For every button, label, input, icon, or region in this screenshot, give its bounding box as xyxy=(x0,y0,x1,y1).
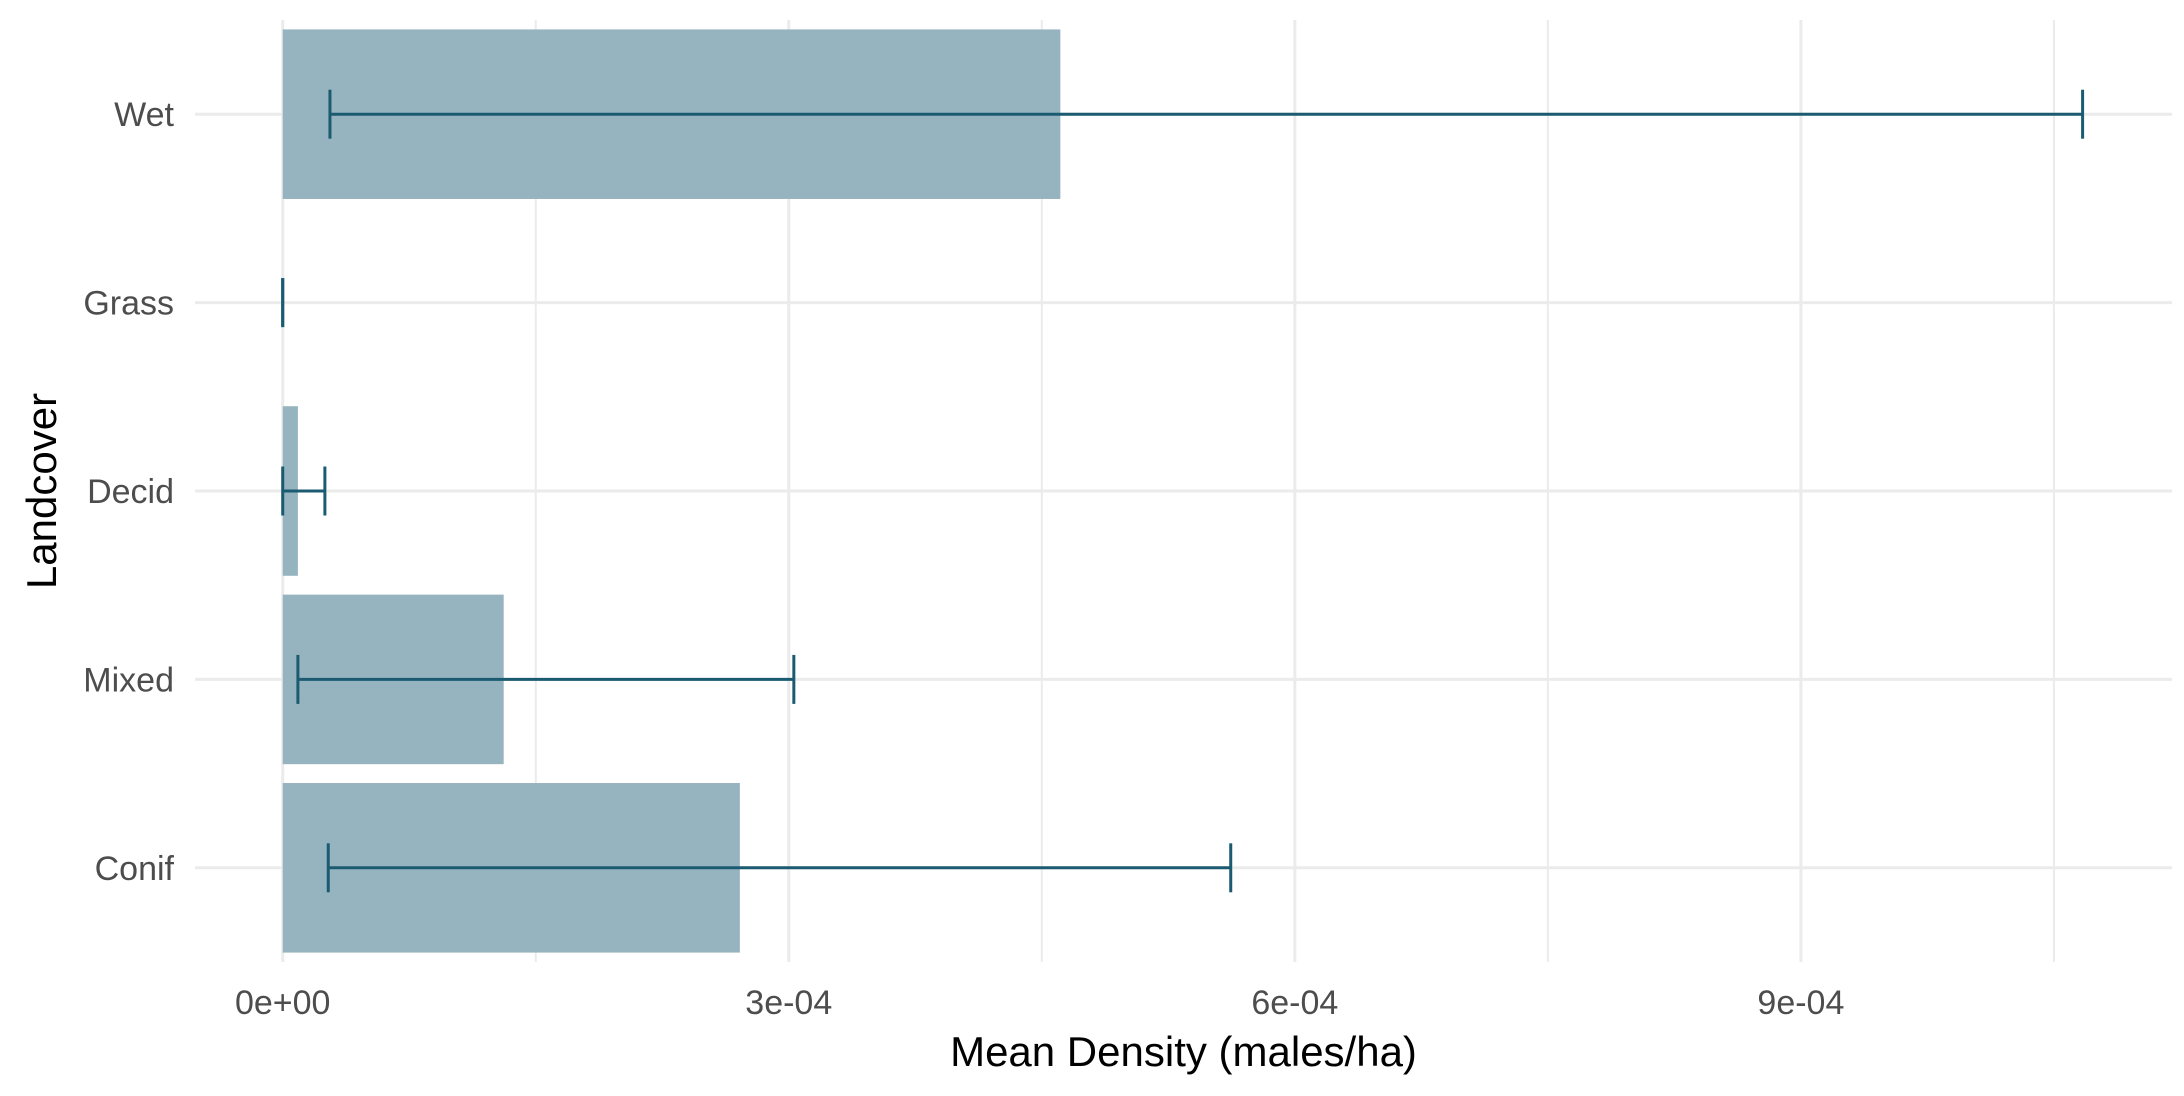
y-tick-label-grass: Grass xyxy=(83,285,174,323)
x-tick-label: 9e-04 xyxy=(1757,984,1844,1022)
x-tick-label: 3e-04 xyxy=(745,984,832,1022)
y-axis-tick-labels: Conif Mixed Decid Grass Wet xyxy=(83,96,174,888)
y-tick-label-mixed: Mixed xyxy=(83,661,174,699)
error-bar-decid xyxy=(281,466,327,516)
y-tick-label-decid: Decid xyxy=(87,473,174,511)
x-axis-tick-labels: 0e+00 3e-04 6e-04 9e-04 xyxy=(235,984,1844,1022)
error-bar-conif xyxy=(326,843,1233,893)
x-axis-title: Mean Density (males/ha) xyxy=(950,1028,1417,1075)
y-tick-label-conif: Conif xyxy=(95,850,175,888)
x-tick-label: 0e+00 xyxy=(235,984,331,1022)
error-bar-mixed xyxy=(296,654,796,704)
x-tick-label: 6e-04 xyxy=(1251,984,1338,1022)
error-bars xyxy=(281,89,2085,893)
error-bar-wet xyxy=(328,89,2085,139)
y-tick-label-wet: Wet xyxy=(114,96,174,134)
y-axis-title: Landcover xyxy=(18,393,65,589)
